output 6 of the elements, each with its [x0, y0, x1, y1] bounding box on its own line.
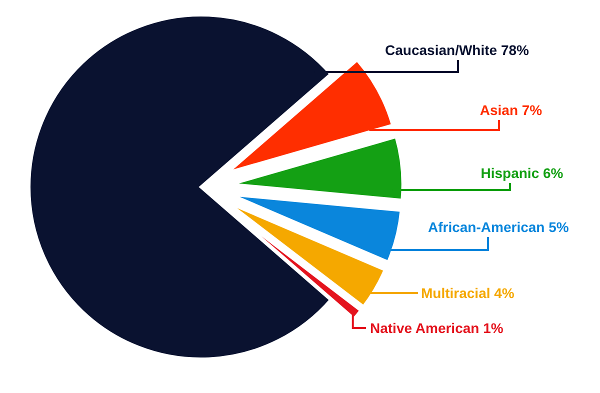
legend-label: Native American 1%: [370, 320, 504, 336]
slice-label: Asian 7%: [480, 102, 543, 118]
slice-label: Multiracial 4%: [421, 285, 515, 301]
slice-label: Hispanic 6%: [480, 165, 564, 181]
slice-label: Caucasian/White 78%: [385, 42, 530, 58]
slice-label: African-American 5%: [428, 219, 570, 235]
